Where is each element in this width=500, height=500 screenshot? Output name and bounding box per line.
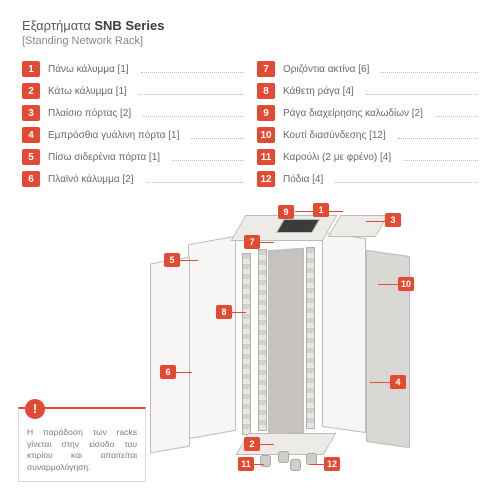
legend-dots (141, 65, 243, 73)
legend-dots (143, 109, 243, 117)
panel-back-left (188, 236, 236, 439)
legend-dots (139, 87, 243, 95)
legend-label: Πίσω σιδερένια πόρτα [1] (48, 152, 164, 163)
panel-interior (268, 248, 304, 436)
callout-badge: 4 (390, 375, 406, 389)
subtitle: [Standing Network Rack] (22, 35, 478, 47)
panel-top-frame-r (328, 215, 389, 237)
callout-line (232, 312, 246, 313)
legend-number-badge: 11 (257, 149, 275, 165)
callout-badge: 8 (216, 305, 232, 319)
legend: 1 Πάνω κάλυμμα [1] 2 Κάτω κάλυμμα [1] 3 Πλαίσ… (22, 61, 478, 193)
legend-label: Πλαϊνό κάλυμμα [2] (48, 174, 138, 185)
callout-line (329, 211, 343, 212)
callout-line (180, 260, 198, 261)
legend-label: Πλαίσιο πόρτας [2] (48, 108, 135, 119)
legend-dots (335, 175, 478, 183)
rail-left (242, 253, 251, 435)
legend-number-badge: 4 (22, 127, 40, 143)
legend-number-badge: 12 (257, 171, 275, 187)
legend-number-badge: 5 (22, 149, 40, 165)
callout-badge: 12 (324, 457, 340, 471)
legend-item: 6 Πλαϊνό κάλυμμα [2] (22, 171, 243, 187)
alert-icon: ! (25, 399, 45, 419)
legend-item: 5 Πίσω σιδερένια πόρτα [1] (22, 149, 243, 165)
title-prefix: Εξαρτήματα (22, 18, 94, 33)
callout-line (254, 464, 264, 465)
legend-label: Κουτί διασύνδεσης [12] (283, 130, 390, 141)
legend-label: Κάτω κάλυμμα [1] (48, 86, 131, 97)
legend-dots (381, 65, 478, 73)
title: Εξαρτήματα SNB Series (22, 18, 478, 33)
legend-number-badge: 10 (257, 127, 275, 143)
callout-badge: 10 (398, 277, 414, 291)
legend-label: Οριζόντια ακτίνα [6] (283, 64, 373, 75)
legend-item: 10 Κουτί διασύνδεσης [12] (257, 127, 478, 143)
legend-item: 2 Κάτω κάλυμμα [1] (22, 83, 243, 99)
legend-label: Κάθετη ράγα [4] (283, 86, 358, 97)
callout-badge: 11 (238, 457, 254, 471)
callout-badge: 9 (278, 205, 294, 219)
legend-item: 7 Οριζόντια ακτίνα [6] (257, 61, 478, 77)
legend-dots (146, 175, 243, 183)
header: Εξαρτήματα SNB Series [Standing Network … (22, 18, 478, 47)
legend-label: Πάνω κάλυμμα [1] (48, 64, 133, 75)
legend-number-badge: 6 (22, 171, 40, 187)
legend-label: Καρούλι (2 με φρένο) [4] (283, 152, 395, 163)
legend-number-badge: 1 (22, 61, 40, 77)
panel-side-left (150, 256, 190, 453)
callout-line (310, 464, 324, 465)
legend-item: 3 Πλαίσιο πόρτας [2] (22, 105, 243, 121)
legend-label: Πόδια [4] (283, 174, 327, 185)
legend-dots (172, 153, 243, 161)
legend-item: 4 Εμπρόσθια γυάλινη πόρτα [1] (22, 127, 243, 143)
legend-dots (366, 87, 478, 95)
callout-line (295, 211, 313, 212)
exploded-diagram: 193751086421112 (130, 205, 430, 465)
legend-number-badge: 7 (257, 61, 275, 77)
legend-number-badge: 8 (257, 83, 275, 99)
legend-number-badge: 3 (22, 105, 40, 121)
callout-line (366, 221, 386, 222)
legend-dots (435, 109, 478, 117)
legend-item: 8 Κάθετη ράγα [4] (257, 83, 478, 99)
callout-line (378, 284, 398, 285)
callout-line (370, 382, 390, 383)
legend-dots (191, 131, 243, 139)
panel-back-right (322, 232, 366, 433)
wheel-2 (290, 459, 301, 471)
legend-col-left: 1 Πάνω κάλυμμα [1] 2 Κάτω κάλυμμα [1] 3 Πλαίσ… (22, 61, 243, 193)
legend-label: Εμπρόσθια γυάλινη πόρτα [1] (48, 130, 183, 141)
callout-badge: 6 (160, 365, 176, 379)
callout-line (176, 372, 192, 373)
callout-line (260, 242, 274, 243)
callout-badge: 7 (244, 235, 260, 249)
callout-badge: 1 (313, 203, 329, 217)
callout-badge: 2 (244, 437, 260, 451)
legend-number-badge: 9 (257, 105, 275, 121)
legend-item: 12 Πόδια [4] (257, 171, 478, 187)
legend-item: 11 Καρούλι (2 με φρένο) [4] (257, 149, 478, 165)
note-text: Η παράδοση των racks γίνεται στην είσοδο… (27, 427, 137, 471)
note-box: ! Η παράδοση των racks γίνεται στην είσο… (18, 407, 146, 482)
legend-col-right: 7 Οριζόντια ακτίνα [6] 8 Κάθετη ράγα [4] 9 Ρά… (257, 61, 478, 193)
legend-item: 9 Ράγα διαχείρησης καλωδίων [2] (257, 105, 478, 121)
callout-badge: 3 (385, 213, 401, 227)
wheel-1 (260, 455, 271, 467)
legend-number-badge: 2 (22, 83, 40, 99)
callout-badge: 5 (164, 253, 180, 267)
legend-item: 1 Πάνω κάλυμμα [1] (22, 61, 243, 77)
callout-line (260, 444, 274, 445)
rail-right (306, 247, 315, 429)
legend-dots (398, 131, 478, 139)
wheel-4 (278, 451, 289, 463)
rail-left-2 (258, 249, 267, 431)
legend-dots (403, 153, 478, 161)
legend-label: Ράγα διαχείρησης καλωδίων [2] (283, 108, 427, 119)
title-bold: SNB Series (94, 18, 164, 33)
